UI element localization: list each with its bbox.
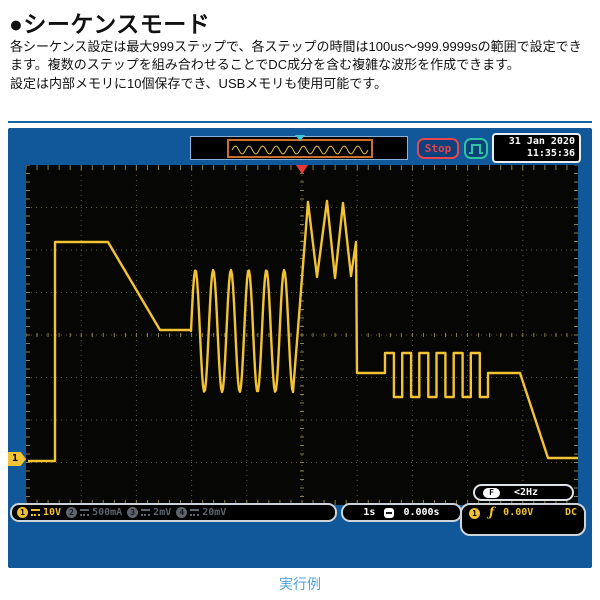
channel2-readout[interactable]: 2 500mA <box>66 507 122 518</box>
figure-caption: 実行例 <box>279 576 321 592</box>
channel3-scale: 2mV <box>153 507 172 518</box>
channel-status-bar: 1 10V 2 500mA 3 2mV 4 20mV <box>10 503 337 522</box>
waveform-display <box>26 165 578 505</box>
section-heading: ●シーケンスモード <box>9 11 211 37</box>
channel2-scale: 500mA <box>92 507 123 518</box>
acquisition-overview-strip <box>190 135 408 160</box>
dc-coupling-icon <box>80 509 90 516</box>
datetime-display: 31 Jan 2020 11:35:36 <box>492 133 581 163</box>
trigger-mode-button[interactable] <box>464 138 488 159</box>
zoom-window-box[interactable] <box>227 139 373 158</box>
grid-lines <box>26 165 578 505</box>
trigger-status: 1 ƒ 0.00V DC <box>460 503 586 536</box>
channel1-scale: 10V <box>43 507 62 518</box>
trigger-source-badge: 1 <box>469 508 480 519</box>
dc-coupling-icon <box>31 509 40 516</box>
dc-coupling-icon <box>190 509 200 516</box>
section-body: 各シーケンス設定は最大999ステップで、各ステップの時間は100us〜999.9… <box>10 38 594 93</box>
date-text: 31 Jan 2020 <box>508 136 575 147</box>
channel4-badge: 4 <box>176 507 188 518</box>
channel2-badge: 2 <box>66 507 78 518</box>
time-per-div: 1s <box>363 507 376 518</box>
preview-position-marker-icon <box>295 135 305 141</box>
channel1-badge: 1 <box>17 507 28 518</box>
channel4-readout[interactable]: 4 20mV <box>176 507 226 518</box>
dc-coupling-icon <box>141 509 151 516</box>
delay-value: 0.000s <box>403 507 440 518</box>
delay-icon <box>384 507 395 518</box>
timebase-status: 1s 0.000s <box>341 503 462 522</box>
edge-trigger-icon: ƒ <box>489 505 495 519</box>
oscilloscope-screen: Stop 31 Jan 2020 11:35:36 1 F <2Hz <box>8 128 592 568</box>
channel1-trace <box>28 199 578 463</box>
section-divider <box>8 121 592 123</box>
time-text: 11:35:36 <box>526 148 575 159</box>
channel4-scale: 20mV <box>202 507 227 518</box>
channel1-ground-marker[interactable]: 1 <box>8 452 26 466</box>
frequency-badge: F <2Hz <box>473 484 574 501</box>
channel1-readout[interactable]: 1 10V <box>17 507 61 518</box>
waveform-preview <box>231 145 369 155</box>
stop-button[interactable]: Stop <box>417 138 459 159</box>
channel3-badge: 3 <box>127 507 139 518</box>
freq-value: <2Hz <box>514 487 539 498</box>
channel3-readout[interactable]: 3 2mV <box>127 507 171 518</box>
freq-counter-icon: F <box>483 487 500 498</box>
trigger-position-icon[interactable] <box>296 165 308 174</box>
trigger-coupling: DC <box>564 507 577 518</box>
pulse-icon <box>469 143 483 154</box>
paragraph-1: 各シーケンス設定は最大999ステップで、各ステップの時間は100us〜999.9… <box>10 39 582 73</box>
paragraph-2: 設定は内部メモリに10個保存でき、USBメモリも使用可能です。 <box>10 75 387 91</box>
trigger-level: 0.00V <box>503 507 534 518</box>
graticule <box>26 165 578 505</box>
